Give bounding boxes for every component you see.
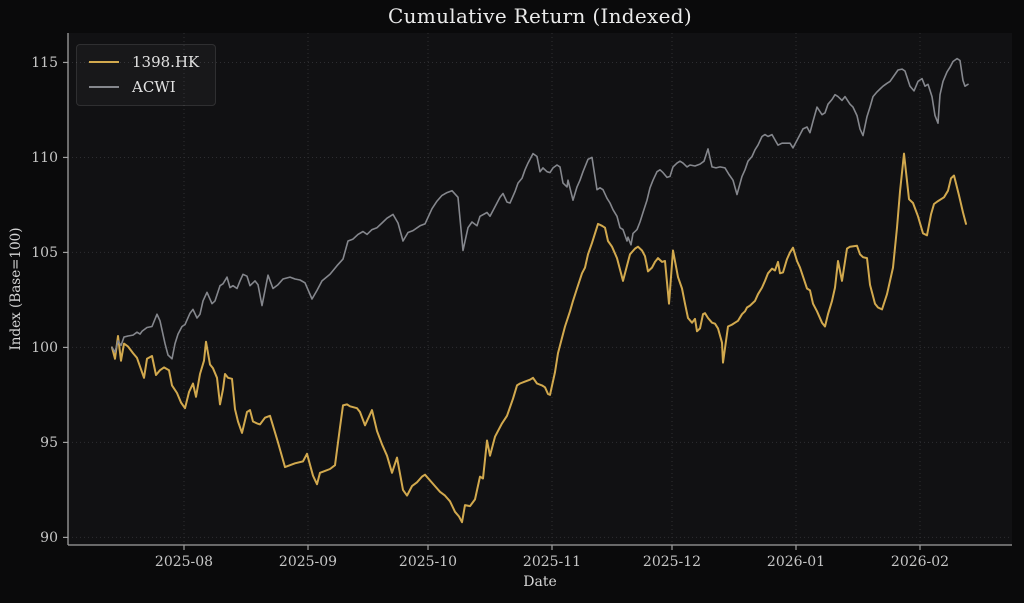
y-tick-label: 95 bbox=[40, 435, 58, 451]
page-title: Cumulative Return (Indexed) bbox=[388, 4, 692, 28]
y-tick-label: 110 bbox=[31, 150, 58, 166]
x-tick-label: 2026-01 bbox=[767, 554, 825, 570]
legend-swatch-acwi-line-icon bbox=[89, 86, 119, 88]
legend-label-1398hk: 1398.HK bbox=[132, 53, 200, 71]
y-axis-label: Index (Base=100) bbox=[8, 227, 24, 351]
x-tick-label: 2025-09 bbox=[279, 554, 337, 570]
legend-item-1398hk: 1398.HK bbox=[89, 53, 199, 71]
legend-item-acwi: ACWI bbox=[89, 78, 199, 96]
plot-area bbox=[68, 33, 1012, 545]
legend-label-acwi: ACWI bbox=[132, 78, 176, 96]
x-tick-label: 2025-11 bbox=[523, 554, 581, 570]
y-tick-label: 90 bbox=[40, 530, 58, 546]
y-tick-label: 115 bbox=[31, 55, 58, 71]
x-axis-label: Date bbox=[523, 574, 557, 590]
series-line-1398-hk bbox=[111, 152, 967, 524]
legend-swatch-1398hk-line-icon bbox=[89, 61, 119, 63]
x-tick-label: 2025-08 bbox=[155, 554, 213, 570]
series-line-acwi bbox=[111, 57, 969, 360]
y-tick-label: 105 bbox=[31, 245, 58, 261]
legend: 1398.HK ACWI bbox=[76, 44, 217, 106]
x-tick-label: 2025-12 bbox=[643, 554, 701, 570]
x-tick-label: 2026-02 bbox=[891, 554, 949, 570]
y-tick-label: 100 bbox=[31, 340, 58, 356]
x-tick-label: 2025-10 bbox=[399, 554, 457, 570]
